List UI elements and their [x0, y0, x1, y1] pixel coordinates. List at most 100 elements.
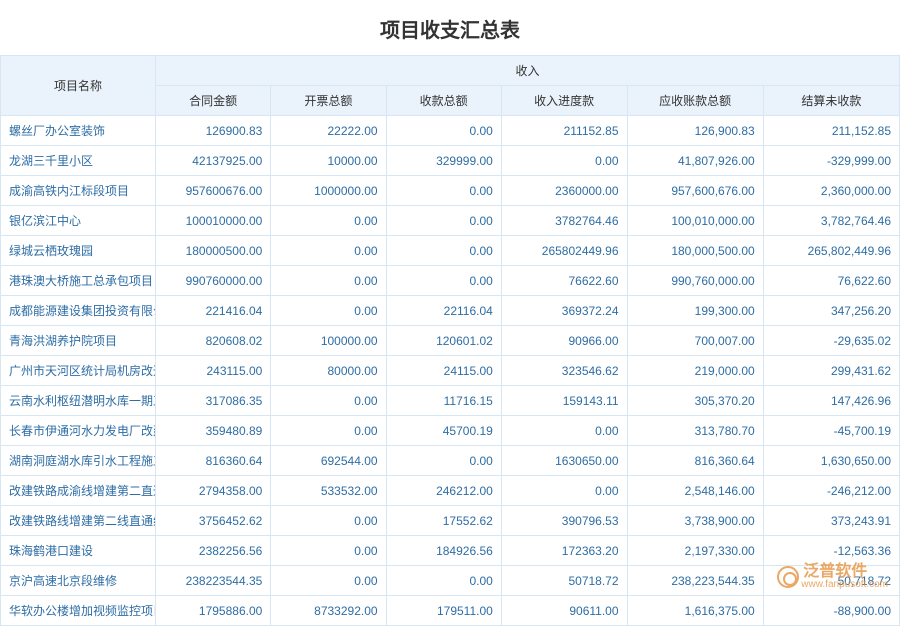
value-cell-5: 50,718.72 [763, 566, 899, 596]
value-cell-0: 238223544.35 [156, 566, 271, 596]
table-row: 云南水利枢纽潜明水库一期工程317086.350.0011716.1515914… [1, 386, 900, 416]
project-name-cell[interactable]: 龙湖三千里小区 [1, 146, 156, 176]
value-cell-2: 22116.04 [386, 296, 501, 326]
value-cell-1: 100000.00 [271, 326, 386, 356]
project-name-cell[interactable]: 改建铁路线增建第二线直通线 [1, 506, 156, 536]
value-cell-2: 179511.00 [386, 596, 501, 626]
value-cell-1: 0.00 [271, 206, 386, 236]
value-cell-4: 41,807,926.00 [627, 146, 763, 176]
project-name-cell[interactable]: 湖南洞庭湖水库引水工程施工 [1, 446, 156, 476]
project-name-cell[interactable]: 珠海鹤港口建设 [1, 536, 156, 566]
value-cell-3: 0.00 [501, 416, 627, 446]
project-name-cell[interactable]: 螺丝厂办公室装饰 [1, 116, 156, 146]
value-cell-3: 0.00 [501, 476, 627, 506]
project-name-cell[interactable]: 银亿滨江中心 [1, 206, 156, 236]
value-cell-0: 359480.89 [156, 416, 271, 446]
value-cell-2: 120601.02 [386, 326, 501, 356]
col-header-1: 开票总额 [271, 86, 386, 116]
value-cell-0: 2382256.56 [156, 536, 271, 566]
col-header-3: 收入进度款 [501, 86, 627, 116]
project-name-cell[interactable]: 京沪高速北京段维修 [1, 566, 156, 596]
page-title: 项目收支汇总表 [0, 0, 900, 55]
value-cell-1: 692544.00 [271, 446, 386, 476]
col-header-0: 合同金额 [156, 86, 271, 116]
value-cell-3: 159143.11 [501, 386, 627, 416]
value-cell-4: 700,007.00 [627, 326, 763, 356]
project-name-cell[interactable]: 青海洪湖养护院项目 [1, 326, 156, 356]
value-cell-0: 180000500.00 [156, 236, 271, 266]
value-cell-0: 126900.83 [156, 116, 271, 146]
value-cell-1: 0.00 [271, 296, 386, 326]
value-cell-5: 265,802,449.96 [763, 236, 899, 266]
project-name-cell[interactable]: 成都能源建设集团投资有限公司 [1, 296, 156, 326]
table-row: 京沪高速北京段维修238223544.350.000.0050718.72238… [1, 566, 900, 596]
value-cell-1: 0.00 [271, 566, 386, 596]
project-name-cell[interactable]: 改建铁路成渝线增建第二直通线 [1, 476, 156, 506]
project-name-cell[interactable]: 广州市天河区统计局机房改造项 [1, 356, 156, 386]
value-cell-1: 0.00 [271, 266, 386, 296]
value-cell-5: -88,900.00 [763, 596, 899, 626]
value-cell-4: 100,010,000.00 [627, 206, 763, 236]
value-cell-0: 42137925.00 [156, 146, 271, 176]
value-cell-5: 373,243.91 [763, 506, 899, 536]
value-cell-0: 243115.00 [156, 356, 271, 386]
value-cell-5: 1,630,650.00 [763, 446, 899, 476]
value-cell-5: -329,999.00 [763, 146, 899, 176]
value-cell-0: 1795886.00 [156, 596, 271, 626]
value-cell-4: 2,197,330.00 [627, 536, 763, 566]
value-cell-5: 76,622.60 [763, 266, 899, 296]
value-cell-2: 11716.15 [386, 386, 501, 416]
table-row: 长春市伊通河水力发电厂改建工359480.890.0045700.190.003… [1, 416, 900, 446]
project-name-cell[interactable]: 绿城云栖玫瑰园 [1, 236, 156, 266]
value-cell-1: 10000.00 [271, 146, 386, 176]
value-cell-3: 3782764.46 [501, 206, 627, 236]
value-cell-3: 265802449.96 [501, 236, 627, 266]
table-row: 绿城云栖玫瑰园180000500.000.000.00265802449.961… [1, 236, 900, 266]
value-cell-2: 24115.00 [386, 356, 501, 386]
table-row: 成渝高铁内江标段项目957600676.001000000.000.002360… [1, 176, 900, 206]
value-cell-5: 147,426.96 [763, 386, 899, 416]
project-name-cell[interactable]: 成渝高铁内江标段项目 [1, 176, 156, 206]
value-cell-0: 990760000.00 [156, 266, 271, 296]
value-cell-3: 0.00 [501, 146, 627, 176]
table-row: 螺丝厂办公室装饰126900.8322222.000.00211152.8512… [1, 116, 900, 146]
value-cell-3: 2360000.00 [501, 176, 627, 206]
summary-table: 项目名称 收入 合同金额开票总额收款总额收入进度款应收账款总额结算未收款 螺丝厂… [0, 55, 900, 626]
value-cell-2: 0.00 [386, 266, 501, 296]
value-cell-3: 211152.85 [501, 116, 627, 146]
value-cell-0: 2794358.00 [156, 476, 271, 506]
value-cell-5: -45,700.19 [763, 416, 899, 446]
value-cell-1: 80000.00 [271, 356, 386, 386]
value-cell-4: 219,000.00 [627, 356, 763, 386]
col-header-income-group: 收入 [156, 56, 900, 86]
value-cell-0: 221416.04 [156, 296, 271, 326]
project-name-cell[interactable]: 长春市伊通河水力发电厂改建工 [1, 416, 156, 446]
value-cell-4: 2,548,146.00 [627, 476, 763, 506]
value-cell-0: 957600676.00 [156, 176, 271, 206]
table-row: 华软办公楼增加视频监控项目1795886.008733292.00179511.… [1, 596, 900, 626]
project-name-cell[interactable]: 云南水利枢纽潜明水库一期工程 [1, 386, 156, 416]
value-cell-2: 0.00 [386, 116, 501, 146]
value-cell-4: 313,780.70 [627, 416, 763, 446]
table-row: 改建铁路成渝线增建第二直通线2794358.00533532.00246212.… [1, 476, 900, 506]
value-cell-0: 816360.64 [156, 446, 271, 476]
value-cell-3: 369372.24 [501, 296, 627, 326]
value-cell-5: -12,563.36 [763, 536, 899, 566]
table-row: 港珠澳大桥施工总承包项目990760000.000.000.0076622.60… [1, 266, 900, 296]
value-cell-4: 1,616,375.00 [627, 596, 763, 626]
value-cell-5: 3,782,764.46 [763, 206, 899, 236]
value-cell-1: 8733292.00 [271, 596, 386, 626]
value-cell-3: 90611.00 [501, 596, 627, 626]
value-cell-3: 323546.62 [501, 356, 627, 386]
col-header-2: 收款总额 [386, 86, 501, 116]
project-name-cell[interactable]: 华软办公楼增加视频监控项目 [1, 596, 156, 626]
value-cell-3: 390796.53 [501, 506, 627, 536]
table-row: 龙湖三千里小区42137925.0010000.00329999.000.004… [1, 146, 900, 176]
table-row: 广州市天河区统计局机房改造项243115.0080000.0024115.003… [1, 356, 900, 386]
value-cell-4: 199,300.00 [627, 296, 763, 326]
value-cell-4: 990,760,000.00 [627, 266, 763, 296]
value-cell-1: 0.00 [271, 506, 386, 536]
value-cell-0: 3756452.62 [156, 506, 271, 536]
value-cell-0: 100010000.00 [156, 206, 271, 236]
project-name-cell[interactable]: 港珠澳大桥施工总承包项目 [1, 266, 156, 296]
